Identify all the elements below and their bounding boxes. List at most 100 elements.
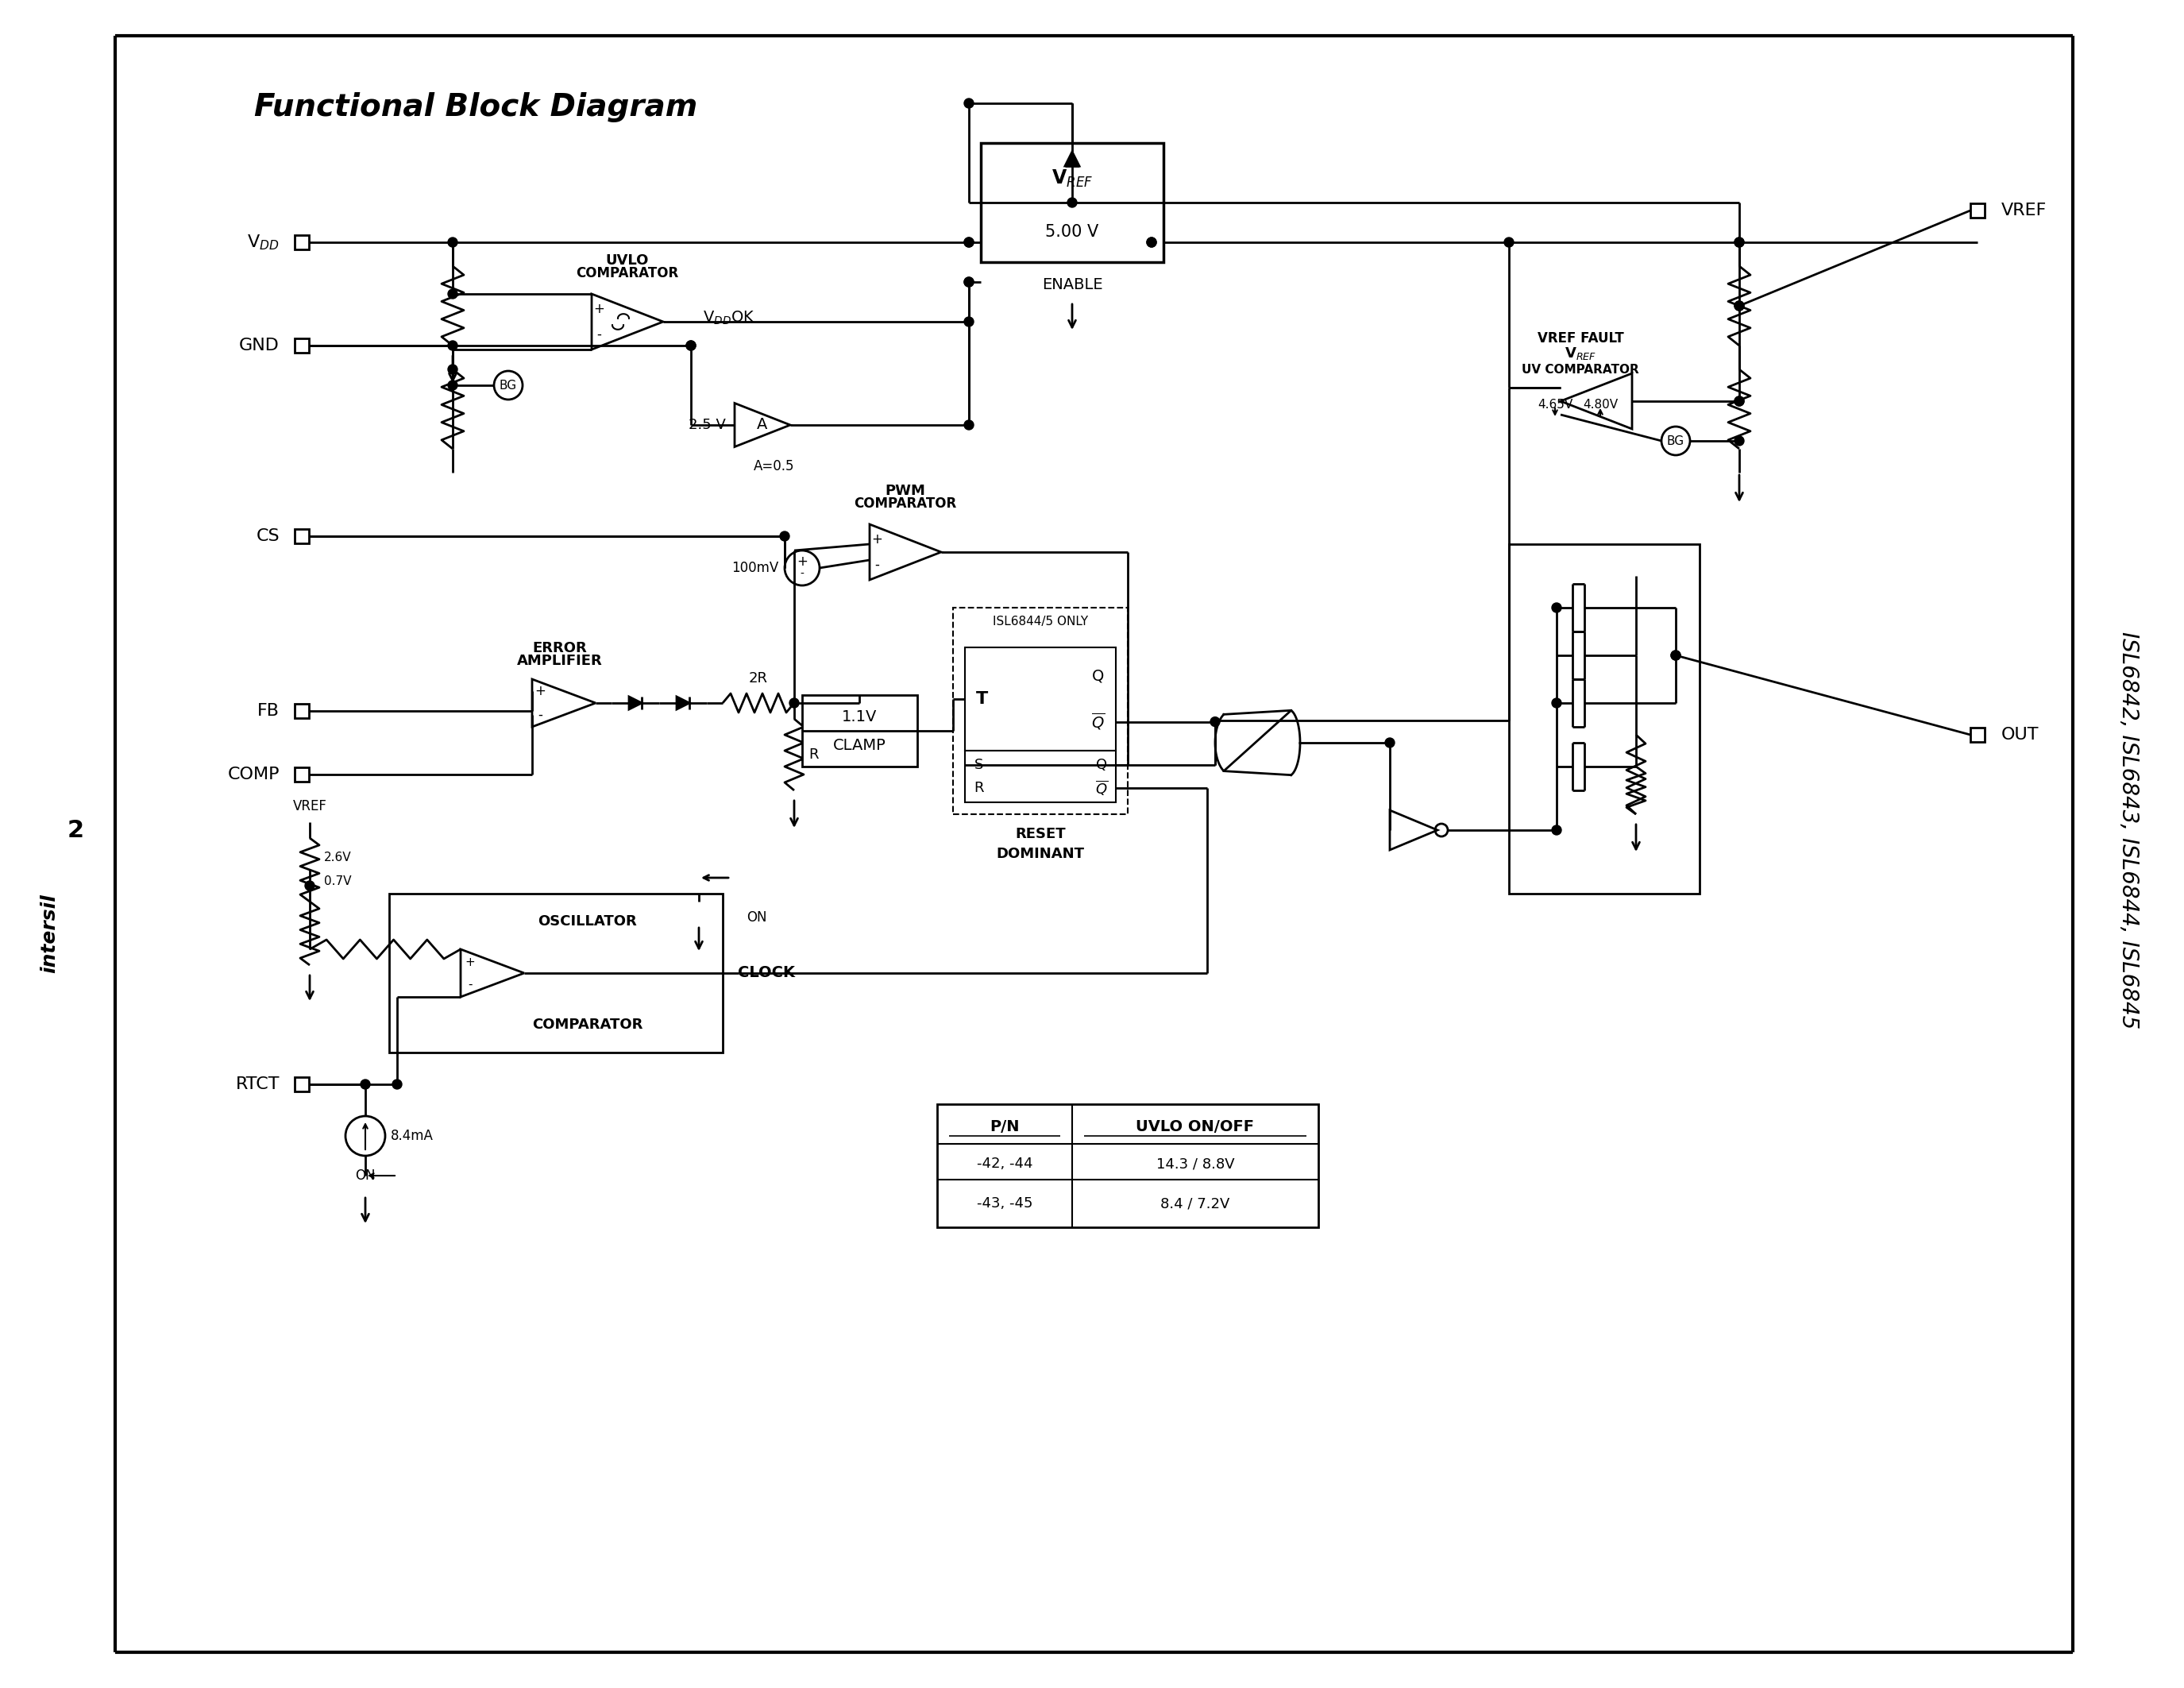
Text: ENABLE: ENABLE xyxy=(1042,277,1103,292)
Circle shape xyxy=(1734,238,1745,246)
Circle shape xyxy=(963,317,974,326)
Text: BG: BG xyxy=(1666,436,1684,447)
Text: V$_{DD}$: V$_{DD}$ xyxy=(247,233,280,252)
Text: CLOCK: CLOCK xyxy=(738,966,795,981)
Text: ISL6842, ISL6843, ISL6844, ISL6845: ISL6842, ISL6843, ISL6844, ISL6845 xyxy=(2116,631,2140,1028)
Text: 1.1V: 1.1V xyxy=(843,709,878,724)
Circle shape xyxy=(448,289,456,299)
Circle shape xyxy=(393,1080,402,1089)
Circle shape xyxy=(1734,238,1745,246)
Bar xyxy=(295,528,308,544)
Text: 8.4 / 7.2V: 8.4 / 7.2V xyxy=(1160,1197,1230,1210)
Text: -: - xyxy=(467,979,472,991)
Circle shape xyxy=(448,380,456,390)
Bar xyxy=(389,893,723,1053)
Bar xyxy=(1970,203,1985,218)
Circle shape xyxy=(448,365,456,375)
Circle shape xyxy=(963,238,974,246)
Bar xyxy=(965,751,1116,802)
Text: ON: ON xyxy=(747,910,767,925)
Text: V$_{REF}$: V$_{REF}$ xyxy=(1564,346,1597,361)
Text: RESET: RESET xyxy=(1016,827,1066,841)
Bar xyxy=(295,1077,308,1092)
Text: PWM: PWM xyxy=(885,484,926,498)
Text: A=0.5: A=0.5 xyxy=(753,459,795,473)
Circle shape xyxy=(1734,436,1745,446)
Text: COMPARATOR: COMPARATOR xyxy=(854,496,957,511)
Text: -42, -44: -42, -44 xyxy=(976,1156,1033,1171)
Circle shape xyxy=(686,341,697,351)
Text: OSCILLATOR: OSCILLATOR xyxy=(537,915,638,928)
Text: COMPARATOR: COMPARATOR xyxy=(577,267,679,280)
Polygon shape xyxy=(629,697,642,709)
Text: COMPARATOR: COMPARATOR xyxy=(533,1018,642,1031)
Circle shape xyxy=(448,341,456,351)
Bar xyxy=(802,695,917,766)
Text: intersil: intersil xyxy=(39,893,59,972)
Text: +: + xyxy=(797,554,808,569)
Circle shape xyxy=(1734,300,1745,311)
Circle shape xyxy=(1210,717,1221,726)
Text: RTCT: RTCT xyxy=(236,1077,280,1092)
Text: -: - xyxy=(596,327,601,341)
Text: UV COMPARATOR: UV COMPARATOR xyxy=(1522,365,1638,376)
Text: CS: CS xyxy=(256,528,280,544)
Text: GND: GND xyxy=(238,338,280,353)
Text: -: - xyxy=(799,569,804,581)
Bar xyxy=(295,338,308,353)
Circle shape xyxy=(1734,397,1745,405)
Text: 2.5 V: 2.5 V xyxy=(688,419,725,432)
Circle shape xyxy=(448,238,456,246)
Circle shape xyxy=(1734,397,1745,405)
Bar xyxy=(295,768,308,782)
Bar xyxy=(1970,728,1985,743)
Text: $\overline{Q}$: $\overline{Q}$ xyxy=(1094,778,1107,797)
Text: VREF FAULT: VREF FAULT xyxy=(1538,331,1623,346)
Circle shape xyxy=(788,699,799,707)
Circle shape xyxy=(780,532,788,540)
Text: AMPLIFIER: AMPLIFIER xyxy=(518,653,603,668)
Text: T: T xyxy=(976,690,989,707)
Text: V$_{REF}$: V$_{REF}$ xyxy=(1051,169,1092,189)
Text: UVLO: UVLO xyxy=(605,253,649,268)
Circle shape xyxy=(1553,825,1562,836)
Text: +: + xyxy=(535,684,546,699)
Polygon shape xyxy=(1066,152,1079,165)
Text: ON: ON xyxy=(356,1168,376,1183)
Text: 14.3 / 8.8V: 14.3 / 8.8V xyxy=(1155,1156,1234,1171)
Bar xyxy=(952,608,1127,814)
Text: R: R xyxy=(974,780,985,795)
Circle shape xyxy=(1147,238,1155,246)
Circle shape xyxy=(963,277,974,287)
Polygon shape xyxy=(677,697,690,709)
Circle shape xyxy=(1671,650,1679,660)
Text: VREF: VREF xyxy=(293,798,328,814)
Circle shape xyxy=(1553,603,1562,613)
Text: 2.6V: 2.6V xyxy=(323,852,352,864)
Text: CLAMP: CLAMP xyxy=(832,738,887,753)
Circle shape xyxy=(1734,300,1745,311)
Circle shape xyxy=(1553,699,1562,707)
Circle shape xyxy=(686,341,697,351)
Text: +: + xyxy=(871,532,882,547)
Circle shape xyxy=(963,238,974,246)
Text: $\overline{Q}$: $\overline{Q}$ xyxy=(1092,712,1105,733)
Text: P/N: P/N xyxy=(989,1119,1020,1134)
Text: -: - xyxy=(537,707,542,722)
Text: +: + xyxy=(465,955,476,967)
Text: OUT: OUT xyxy=(2001,728,2040,743)
Text: A: A xyxy=(758,417,769,432)
Text: R: R xyxy=(808,748,819,761)
Text: 8.4mA: 8.4mA xyxy=(391,1129,432,1143)
Bar xyxy=(295,235,308,250)
Text: 2: 2 xyxy=(68,819,83,842)
Text: -: - xyxy=(874,557,880,572)
Bar xyxy=(965,648,1116,751)
Circle shape xyxy=(1671,650,1679,660)
Circle shape xyxy=(1505,238,1514,246)
Text: Q: Q xyxy=(1092,668,1105,684)
Text: V$_{DD}$OK: V$_{DD}$OK xyxy=(703,309,756,326)
Text: 100mV: 100mV xyxy=(732,560,778,576)
Text: Q: Q xyxy=(1096,758,1107,773)
Text: -43, -45: -43, -45 xyxy=(976,1197,1033,1210)
